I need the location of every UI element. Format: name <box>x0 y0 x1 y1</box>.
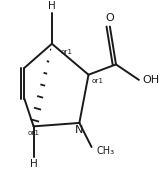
Text: or1: or1 <box>28 130 40 136</box>
Text: H: H <box>48 1 56 11</box>
Text: H: H <box>30 159 38 169</box>
Text: CH₃: CH₃ <box>96 146 114 156</box>
Text: or1: or1 <box>92 78 104 84</box>
Text: OH: OH <box>142 75 159 85</box>
Text: N: N <box>75 125 84 135</box>
Text: O: O <box>105 13 114 23</box>
Text: or1: or1 <box>61 49 73 55</box>
